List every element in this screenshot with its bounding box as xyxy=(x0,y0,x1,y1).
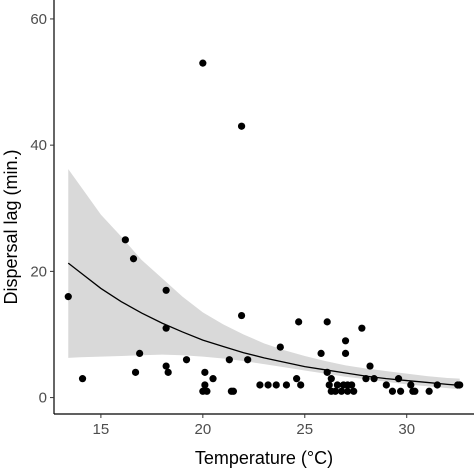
data-point xyxy=(272,381,280,389)
data-point xyxy=(78,375,87,383)
data-point xyxy=(433,381,441,389)
data-point xyxy=(327,375,335,383)
data-point xyxy=(370,375,378,383)
x-axis-title: Temperature (°C) xyxy=(195,448,333,468)
data-point xyxy=(276,343,284,351)
y-axis-title: Dispersal lag (min.) xyxy=(1,149,21,304)
data-point xyxy=(129,255,138,263)
axes-layer: 15 20 25 30 0 20 40 60 xyxy=(30,0,474,438)
confidence-band-layer xyxy=(68,169,460,390)
data-point xyxy=(136,349,144,358)
data-point xyxy=(201,368,209,376)
data-point xyxy=(244,356,252,364)
data-point xyxy=(282,381,291,389)
x-tick-label: 20 xyxy=(194,421,211,438)
y-tick-label: 60 xyxy=(30,11,47,28)
data-point xyxy=(337,387,346,395)
y-tick-label: 0 xyxy=(39,390,47,407)
data-point xyxy=(209,375,217,383)
data-point xyxy=(325,381,333,389)
data-point xyxy=(297,381,305,389)
data-point xyxy=(162,362,170,370)
data-point xyxy=(333,381,341,389)
data-point xyxy=(394,375,403,383)
data-point xyxy=(164,368,172,376)
data-point xyxy=(162,324,170,332)
data-point xyxy=(237,311,246,320)
data-point xyxy=(343,387,352,395)
data-point xyxy=(162,286,170,294)
x-tick-label: 30 xyxy=(398,421,415,438)
data-point xyxy=(182,356,191,364)
data-point xyxy=(199,59,207,67)
data-point xyxy=(317,349,325,358)
data-point xyxy=(388,387,397,395)
data-point xyxy=(225,356,233,364)
data-point xyxy=(362,375,370,383)
data-point xyxy=(407,381,415,389)
data-point xyxy=(341,349,350,358)
data-point xyxy=(203,387,211,395)
data-points-layer xyxy=(64,59,464,395)
data-point xyxy=(323,318,331,326)
data-point xyxy=(411,387,419,395)
data-point xyxy=(397,387,405,395)
data-point xyxy=(256,381,264,389)
data-point xyxy=(229,387,238,395)
data-point xyxy=(341,337,350,345)
data-point xyxy=(201,381,209,389)
data-point xyxy=(131,368,140,376)
data-point xyxy=(350,387,358,395)
y-tick-label: 20 xyxy=(30,263,47,280)
data-point xyxy=(425,387,433,395)
confidence-band xyxy=(68,169,460,390)
data-point xyxy=(358,324,366,332)
data-point xyxy=(64,293,72,301)
data-point xyxy=(382,381,390,389)
data-point xyxy=(293,375,301,383)
data-point xyxy=(264,381,272,389)
y-tick-label: 40 xyxy=(30,137,47,154)
data-point xyxy=(331,387,339,395)
data-point xyxy=(348,381,356,389)
data-point xyxy=(366,362,374,370)
data-point xyxy=(323,368,331,376)
x-tick-label: 25 xyxy=(296,421,313,438)
data-point xyxy=(237,122,246,130)
data-point xyxy=(456,381,464,389)
data-point xyxy=(295,318,303,326)
x-tick-label: 15 xyxy=(93,421,110,438)
data-point xyxy=(121,236,129,244)
